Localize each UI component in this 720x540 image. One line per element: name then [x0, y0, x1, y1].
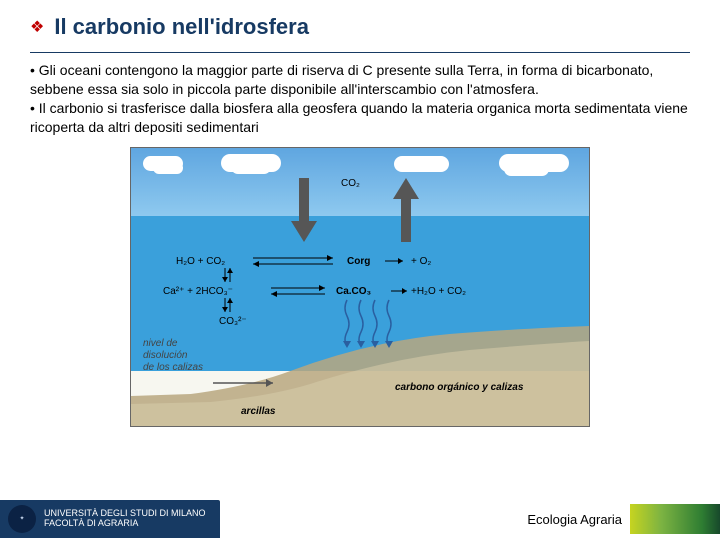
footer-left: ✦ UNIVERSITÀ DEGLI STUDI DI MILANO FACOL…	[0, 500, 220, 538]
bullet-2-text: Il carbonio si trasferisce dalla biosfer…	[30, 100, 688, 135]
wavy-arrows-icon	[339, 298, 399, 358]
label-co3: CO₃²⁻	[219, 316, 247, 327]
label-arcillas: arcillas	[241, 406, 275, 417]
body-text: • Gli oceani contengono la maggior parte…	[0, 61, 720, 143]
course-name: Ecologia Agraria	[519, 512, 630, 527]
vert-arrows-icon	[221, 296, 233, 314]
co2-down-arrow-icon	[289, 176, 319, 246]
label-nivel2: disolución	[143, 350, 187, 361]
seabed-layer	[131, 371, 589, 426]
label-corg: Corg	[347, 256, 370, 267]
bullet-1: • Gli oceani contengono la maggior parte…	[30, 61, 690, 99]
co2-up-arrow-icon	[391, 176, 421, 246]
uni-line2: FACOLTÀ DI AGRARIA	[44, 519, 206, 529]
cloud-icon	[394, 156, 449, 172]
reaction-arrow-icon	[383, 254, 407, 268]
footer: ✦ UNIVERSITÀ DEGLI STUDI DI MILANO FACOL…	[0, 498, 720, 540]
footer-gradient	[630, 504, 720, 534]
vert-arrows-icon	[221, 266, 233, 284]
reaction-arrow-icon	[251, 254, 341, 268]
diamond-bullet-icon: ❖	[30, 17, 44, 37]
uni-name: UNIVERSITÀ DEGLI STUDI DI MILANO FACOLTÀ…	[44, 509, 206, 529]
carbon-cycle-diagram: CO₂ H₂O + CO₂ Corg + O₂ Ca²⁺ + 2HCO₃⁻ Ca…	[130, 147, 590, 427]
horiz-arrow-icon	[211, 376, 281, 390]
cloud-icon	[504, 162, 549, 176]
label-nivel3: de los calizas	[143, 362, 203, 373]
label-co2: CO₂	[341, 178, 360, 189]
cloud-icon	[153, 162, 183, 174]
reaction-arrow-icon	[269, 284, 331, 298]
label-nivel1: nivel de	[143, 338, 177, 349]
label-h2o-co2: H₂O + CO₂	[176, 256, 225, 267]
label-o2: + O₂	[411, 256, 431, 267]
reaction-arrow-icon	[389, 284, 411, 298]
label-carbono-org: carbono orgánico y calizas	[395, 382, 523, 393]
footer-right: Ecologia Agraria	[519, 500, 720, 538]
uni-logo-icon: ✦	[8, 505, 36, 533]
label-h2o-co2-r: +H₂O + CO₂	[411, 286, 466, 297]
bullet-glyph: •	[30, 100, 39, 116]
title-row: ❖ Il carbonio nell'idrosfera	[30, 14, 690, 40]
page-title: Il carbonio nell'idrosfera	[54, 14, 309, 40]
bullet-1-text: Gli oceani contengono la maggior parte d…	[30, 62, 653, 97]
cloud-icon	[231, 160, 271, 174]
bullet-2: • Il carbonio si trasferisce dalla biosf…	[30, 99, 690, 137]
header: ❖ Il carbonio nell'idrosfera	[0, 0, 720, 46]
bullet-glyph: •	[30, 62, 39, 78]
label-caco3: Ca.CO₃	[336, 286, 371, 297]
divider	[30, 52, 690, 53]
